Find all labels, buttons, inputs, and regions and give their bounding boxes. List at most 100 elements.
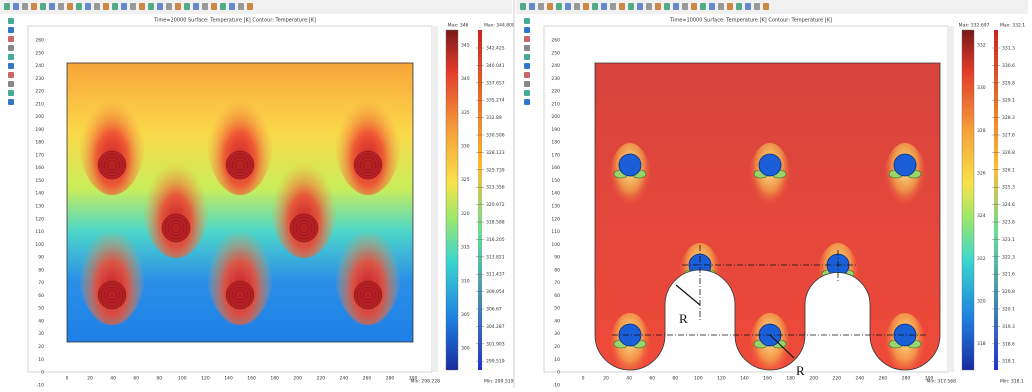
contour-label: 328.123 [486,150,505,156]
y-tick-label: 200 [35,114,44,120]
contour-label: 318.6 [1002,341,1015,347]
y-tick-label: 90 [554,255,560,261]
tool-icon [601,3,607,10]
side-icon [524,45,530,51]
x-tick-label: 260 [879,376,888,382]
side-icon [524,54,530,60]
contour [167,219,185,237]
tool-icon [682,3,688,10]
tool-icon [103,3,109,10]
x-tick-label: 160 [763,376,772,382]
contour [97,150,127,180]
y-tick-label: 20 [554,344,560,350]
y-tick-label: 110 [551,229,560,235]
plume [206,75,274,195]
tool-icon [727,3,733,10]
tool-icon [547,3,553,10]
x-tick-label: 40 [626,376,632,382]
contour-label: 311.437 [486,272,505,278]
contour-label: 318.588 [486,220,505,226]
colorbar-tick: 324 [977,213,986,219]
toolbar [0,0,512,14]
x-tick-label: 40 [110,376,116,382]
side-icon [524,63,530,69]
contour-label: 335.274 [486,98,505,104]
colorbar [445,29,459,371]
x-tick-label: 120 [201,376,210,382]
y-tick-label: -10 [553,382,560,388]
y-tick-label: 250 [35,50,44,56]
side-icon [524,36,530,42]
side-icon [8,36,14,42]
side-icon [8,54,14,60]
plot-title: Time=20000 Surface: Temperature [K] Cont… [153,18,316,24]
plume [206,205,274,325]
contour-label: 332.89 [486,115,502,121]
x-tick-label: 200 [809,376,818,382]
contour [231,286,249,304]
y-tick-label: 140 [35,191,44,197]
contour-label: 321.6 [1002,272,1015,278]
y-tick-label: 260 [551,38,560,44]
tool-icon [40,3,46,10]
contour-min: Min: 299.519 [484,379,514,385]
contour [353,280,383,310]
contour [231,156,249,174]
tool-icon [247,3,253,10]
colorbar-tick: 345 [461,43,470,49]
colorbar-tick: 322 [977,256,986,262]
contour-label: 329.8 [1002,80,1015,86]
y-tick-label: 130 [551,204,560,210]
tool-icon [655,3,661,10]
y-tick-label: 100 [35,242,44,248]
x-tick-label: 180 [270,376,279,382]
contour-label: 316.205 [486,237,505,243]
contour [164,216,188,240]
colorbar-tick: 305 [461,312,470,318]
y-tick-label: 190 [551,127,560,133]
tool-icon [121,3,127,10]
contour [292,216,316,240]
contour [234,289,246,301]
x-tick-label: 280 [386,376,395,382]
y-tick-label: 50 [554,306,560,312]
contour-label: 318.1 [1002,359,1015,365]
contour [356,153,380,177]
contour [106,159,118,171]
y-tick-label: 60 [38,293,44,299]
tool-icon [610,3,616,10]
x-tick-label: 220 [316,376,325,382]
y-tick-label: 150 [35,178,44,184]
x-tick-label: 100 [694,376,703,382]
annotation: R [679,311,688,326]
tool-icon [67,3,73,10]
contour-legend [478,30,482,370]
y-tick-label: 50 [38,306,44,312]
contour-label: 322.3 [1002,254,1015,260]
contour [103,156,121,174]
tube [618,153,642,177]
contour-label: 326.8 [1002,150,1015,156]
tool-icon [700,3,706,10]
y-tick-label: 180 [35,140,44,146]
contour-label: 319.3 [1002,324,1015,330]
contour [106,289,118,301]
contour-label: 327.6 [1002,133,1015,139]
colorbar-tick: 326 [977,171,986,177]
y-tick-label: 160 [35,165,44,171]
colorbar-tick: 325 [461,177,470,183]
x-tick-label: 0 [66,376,69,382]
y-tick-label: 70 [38,280,44,286]
tool-icon [736,3,742,10]
x-tick-label: 260 [363,376,372,382]
y-tick-label: 140 [551,191,560,197]
contour-label: 324.6 [1002,202,1015,208]
x-tick-label: 300 [925,376,934,382]
colorbar-tick: 320 [977,299,986,305]
x-tick-label: 240 [340,376,349,382]
y-tick-label: 30 [554,331,560,337]
x-tick-label: 60 [649,376,655,382]
x-tick-label: 140 [224,376,233,382]
tool-icon [139,3,145,10]
